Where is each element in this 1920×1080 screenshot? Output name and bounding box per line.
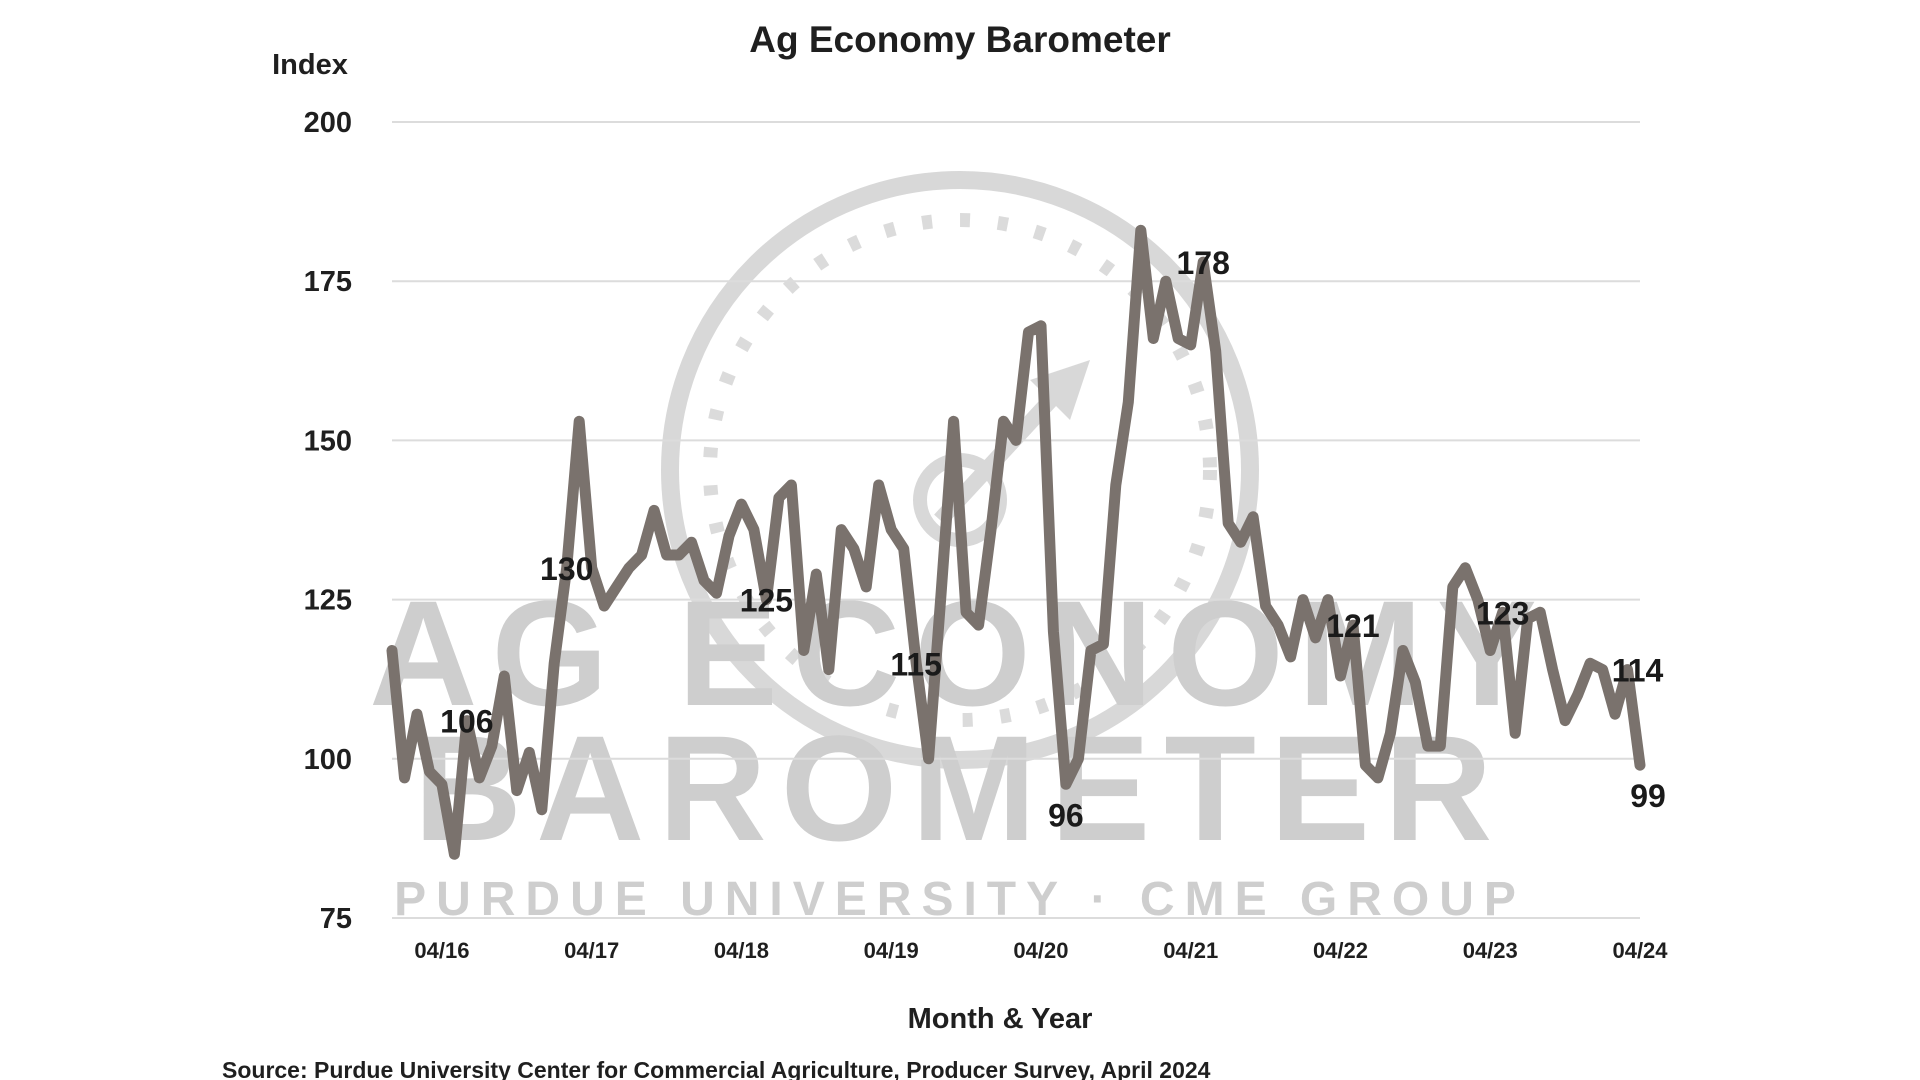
x-tick-label-04-18: 04/18: [714, 938, 769, 963]
y-tick-label-150: 150: [304, 425, 352, 457]
chart-title: Ag Economy Barometer: [749, 19, 1171, 60]
x-tick-label-04-22: 04/22: [1313, 938, 1368, 963]
x-tick-label-04-17: 04/17: [564, 938, 619, 963]
y-axis-ticks: 200 175 150 125 100 75: [304, 107, 352, 935]
series-layer: [386, 224, 1646, 860]
watermark-gauge-dial: [703, 213, 1217, 727]
y-tick-label-200: 200: [304, 107, 352, 139]
data-label-114-99: 114: [1612, 653, 1664, 689]
data-label-121-77: 121: [1326, 608, 1379, 644]
x-tick-label-04-24: 04/24: [1612, 938, 1668, 963]
x-axis-title: Month & Year: [908, 1003, 1093, 1035]
x-tick-label-04-19: 04/19: [864, 938, 919, 963]
y-tick-label-125: 125: [304, 585, 352, 617]
watermark-line-2: BAROMETER: [414, 704, 1507, 872]
y-tick-label-175: 175: [304, 266, 352, 298]
data-label-115-42: 115: [890, 646, 942, 682]
watermark-gauge-ring: [661, 171, 1259, 769]
data-label-130-14: 130: [540, 551, 593, 587]
x-tick-label-04-21: 04/21: [1163, 938, 1218, 963]
y-tick-label-75: 75: [320, 903, 352, 935]
data-label-123-89: 123: [1476, 595, 1529, 631]
x-tick-label-04-23: 04/23: [1463, 938, 1518, 963]
data-label-125-30: 125: [740, 583, 793, 619]
x-tick-label-04-16: 04/16: [414, 938, 469, 963]
x-axis-ticks: 04/16 04/17 04/18 04/19 04/20 04/21 04/22 04/23…: [414, 938, 1668, 963]
source-note: Source: Purdue University Center for Com…: [222, 1057, 1211, 1080]
data-label-96-54: 96: [1048, 797, 1084, 833]
data-label-178-65: 178: [1177, 245, 1230, 281]
series-line-0: [386, 224, 1646, 860]
y-axis-title: Index: [272, 49, 348, 81]
x-tick-label-04-20: 04/20: [1013, 938, 1068, 963]
data-labels: 106 130 125 115 96 178 121 123 114 99: [440, 245, 1666, 833]
data-label-106-6: 106: [440, 704, 493, 740]
data-label-99-100: 99: [1630, 778, 1666, 814]
y-tick-label-100: 100: [304, 744, 352, 776]
